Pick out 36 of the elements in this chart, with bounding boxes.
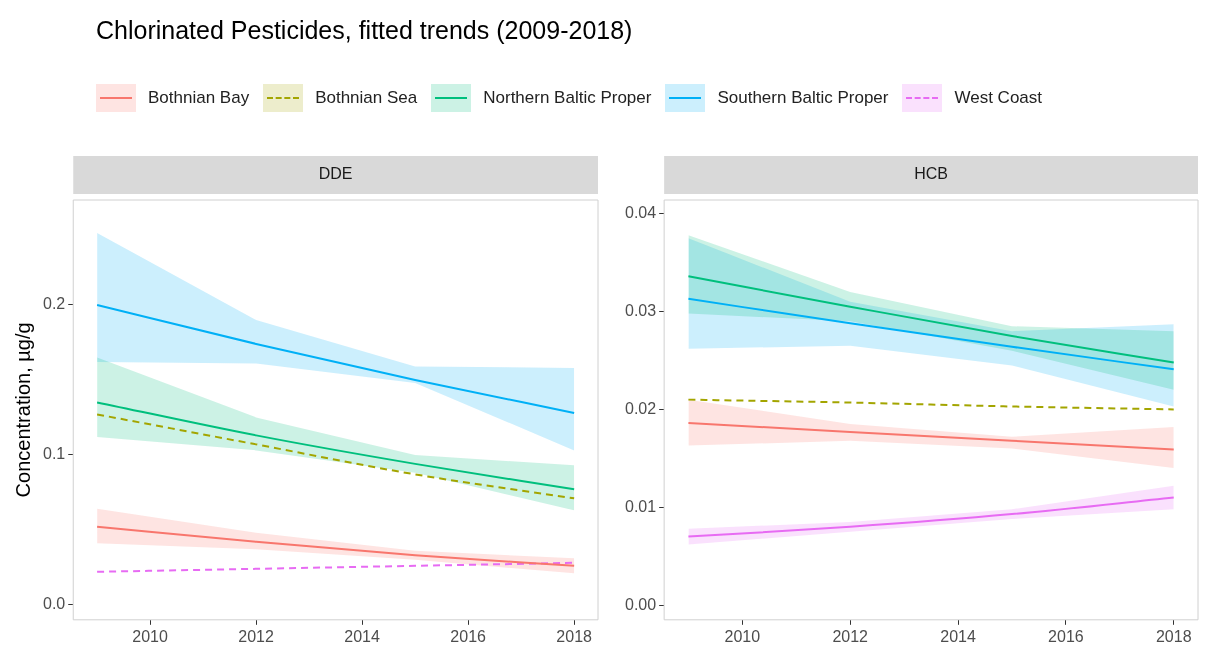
y-axis-title: Concentration, µg/g	[11, 322, 34, 498]
line-series	[687, 398, 1175, 411]
line-series	[96, 413, 576, 500]
line-series	[687, 297, 1175, 371]
chart-subtitle: DDE	[318, 165, 353, 183]
x-tick-label: 2010	[724, 627, 761, 645]
line-series	[687, 496, 1175, 538]
line-series	[96, 303, 576, 414]
x-tick-label: 2010	[132, 627, 168, 645]
y-tick-label: 0.01	[625, 497, 657, 515]
chart-title: Chlorinated Pesticides, fitted trends (2009-2018)	[96, 16, 633, 45]
x-tick-label: 2012	[832, 627, 869, 645]
line-series	[96, 401, 576, 491]
x-tick-label: 2016	[450, 627, 487, 645]
chart-subtitle: HCB	[914, 165, 948, 183]
line-series	[687, 275, 1175, 364]
y-tick-label: 0.03	[625, 301, 657, 319]
x-tick-label: 2014	[940, 627, 976, 645]
legend-label: Bothnian Sea	[315, 88, 418, 108]
legend-label: Southern Baltic Proper	[717, 88, 889, 108]
y-tick-label: 0.02	[625, 399, 657, 417]
x-tick-label: 2012	[238, 627, 275, 645]
x-tick-label: 2018	[556, 627, 593, 645]
x-tick-label: 2016	[1048, 627, 1084, 645]
line-series	[687, 422, 1175, 451]
y-tick-label: 0.1	[42, 445, 66, 463]
y-tick-label: 0.0	[42, 595, 66, 613]
legend-label: Bothnian Bay	[148, 88, 250, 108]
y-tick-label: 0.04	[625, 204, 657, 222]
x-tick-label: 2014	[344, 627, 381, 645]
x-tick-label: 2018	[1155, 627, 1192, 645]
y-tick-label: 0.2	[42, 295, 66, 313]
line-series	[96, 525, 576, 567]
legend-label: Northern Baltic Proper	[483, 88, 652, 108]
y-tick-label: 0.00	[625, 595, 657, 613]
legend-label: West Coast	[954, 88, 1043, 108]
